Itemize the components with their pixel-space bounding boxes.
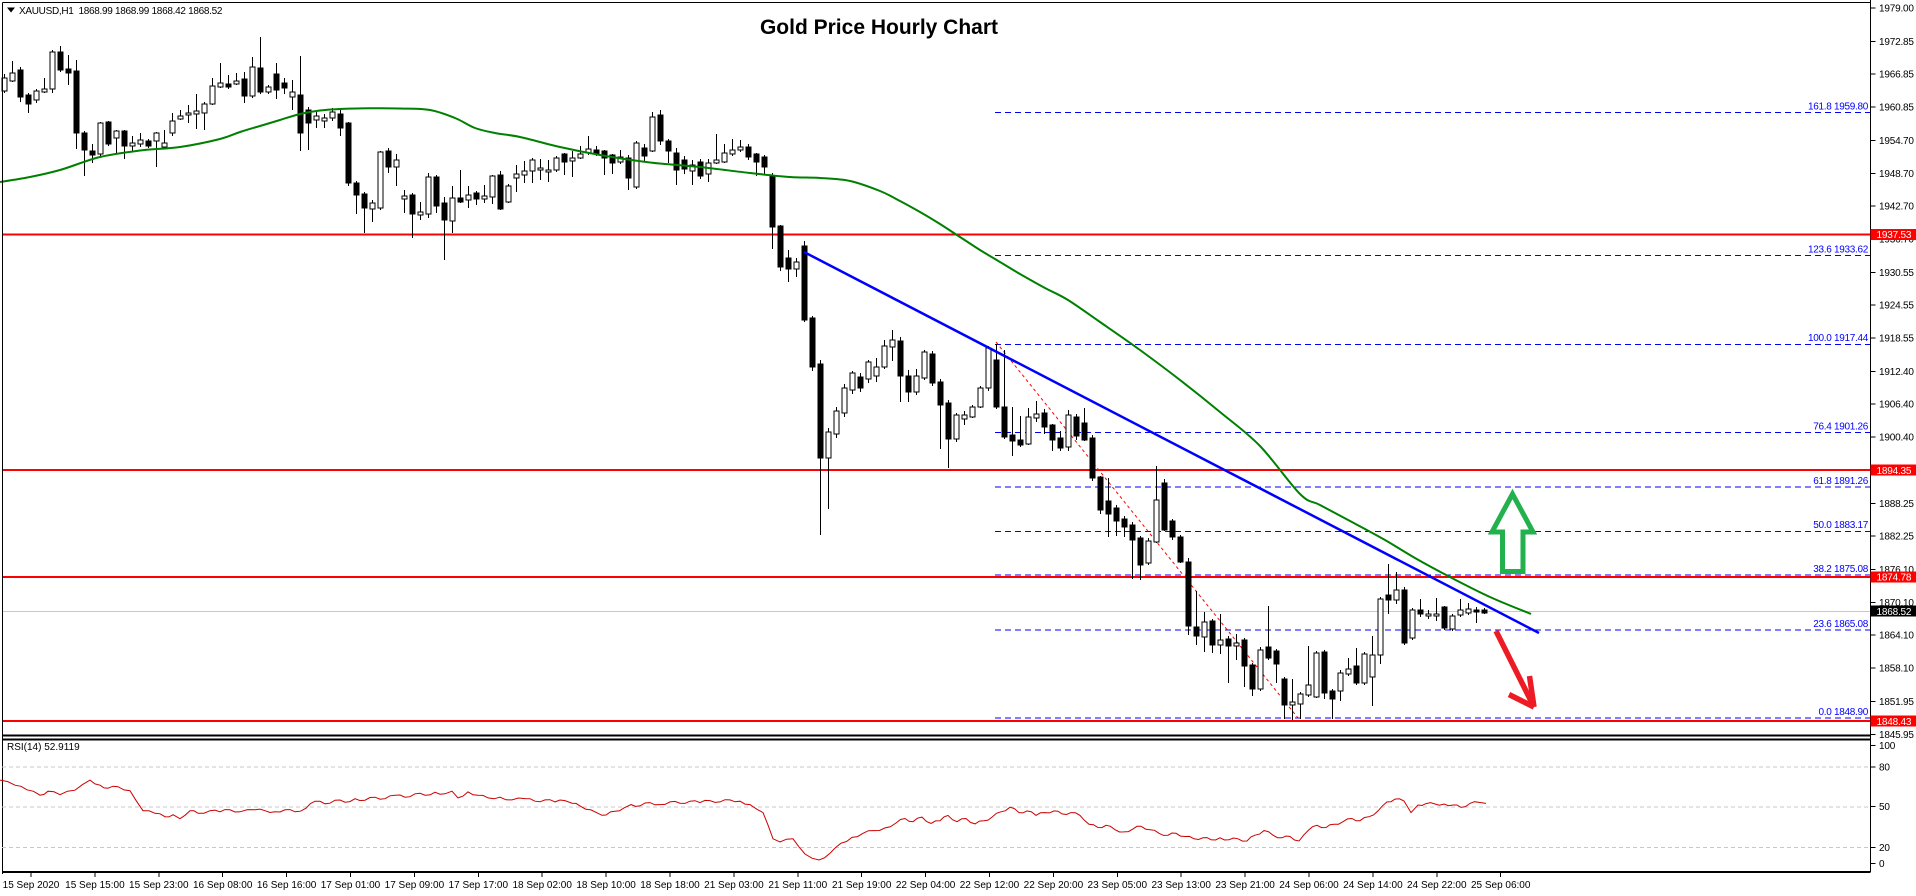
svg-text:18 Sep 10:00: 18 Sep 10:00	[576, 880, 636, 891]
svg-text:17 Sep 09:00: 17 Sep 09:00	[385, 880, 445, 891]
svg-text:23 Sep 13:00: 23 Sep 13:00	[1151, 880, 1211, 891]
svg-text:1870.10: 1870.10	[1879, 598, 1914, 609]
svg-text:1937.53: 1937.53	[1877, 230, 1912, 241]
svg-text:22 Sep 20:00: 22 Sep 20:00	[1024, 880, 1084, 891]
svg-text:15 Sep 23:00: 15 Sep 23:00	[129, 880, 189, 891]
svg-text:1900.40: 1900.40	[1879, 432, 1914, 443]
svg-text:0.0 1848.90: 0.0 1848.90	[1818, 707, 1868, 718]
svg-text:23 Sep 05:00: 23 Sep 05:00	[1088, 880, 1148, 891]
svg-text:XAUUSD,H1 1868.99 1868.99 186: XAUUSD,H1 1868.99 1868.99 1868.42 1868.5…	[19, 6, 223, 17]
svg-text:1954.70: 1954.70	[1879, 136, 1914, 147]
svg-text:1882.25: 1882.25	[1879, 532, 1914, 543]
svg-text:16 Sep 08:00: 16 Sep 08:00	[193, 880, 253, 891]
svg-text:21 Sep 11:00: 21 Sep 11:00	[768, 880, 827, 891]
svg-text:Gold Price Hourly Chart: Gold Price Hourly Chart	[760, 16, 998, 39]
svg-text:17 Sep 17:00: 17 Sep 17:00	[449, 880, 509, 891]
svg-text:24 Sep 06:00: 24 Sep 06:00	[1279, 880, 1339, 891]
svg-text:17 Sep 01:00: 17 Sep 01:00	[321, 880, 381, 891]
svg-text:100.0 1917.44: 100.0 1917.44	[1808, 333, 1869, 344]
svg-text:80: 80	[1879, 763, 1890, 774]
svg-text:1851.95: 1851.95	[1879, 697, 1914, 708]
svg-text:50: 50	[1879, 802, 1890, 813]
svg-text:1868.52: 1868.52	[1877, 607, 1912, 618]
svg-text:123.6 1933.62: 123.6 1933.62	[1808, 245, 1869, 256]
svg-text:61.8 1891.26: 61.8 1891.26	[1813, 476, 1869, 487]
svg-text:24 Sep 22:00: 24 Sep 22:00	[1407, 880, 1467, 891]
svg-text:1874.78: 1874.78	[1877, 573, 1912, 584]
svg-text:1966.85: 1966.85	[1879, 70, 1914, 81]
svg-text:15 Sep 2020: 15 Sep 2020	[3, 880, 60, 891]
svg-text:161.8 1959.80: 161.8 1959.80	[1808, 102, 1869, 113]
svg-text:1876.10: 1876.10	[1879, 565, 1914, 576]
svg-text:1960.85: 1960.85	[1879, 103, 1914, 114]
svg-text:50.0 1883.17: 50.0 1883.17	[1813, 520, 1869, 531]
svg-text:1906.40: 1906.40	[1879, 400, 1914, 411]
svg-text:1979.00: 1979.00	[1879, 3, 1914, 14]
svg-text:16 Sep 16:00: 16 Sep 16:00	[257, 880, 317, 891]
svg-text:15 Sep 15:00: 15 Sep 15:00	[65, 880, 125, 891]
svg-text:24 Sep 14:00: 24 Sep 14:00	[1343, 880, 1403, 891]
svg-text:23.6 1865.08: 23.6 1865.08	[1813, 619, 1869, 630]
svg-text:1912.40: 1912.40	[1879, 367, 1914, 378]
svg-text:1918.55: 1918.55	[1879, 333, 1914, 344]
svg-text:23 Sep 21:00: 23 Sep 21:00	[1215, 880, 1275, 891]
svg-text:RSI(14) 52.9119: RSI(14) 52.9119	[7, 742, 80, 753]
svg-text:22 Sep 12:00: 22 Sep 12:00	[960, 880, 1020, 891]
svg-text:20: 20	[1879, 843, 1890, 854]
svg-text:1894.35: 1894.35	[1877, 466, 1912, 477]
svg-text:1888.25: 1888.25	[1879, 499, 1914, 510]
svg-text:18 Sep 18:00: 18 Sep 18:00	[640, 880, 700, 891]
svg-text:38.2 1875.08: 38.2 1875.08	[1813, 564, 1869, 575]
svg-text:21 Sep 19:00: 21 Sep 19:00	[832, 880, 892, 891]
svg-text:18 Sep 02:00: 18 Sep 02:00	[512, 880, 572, 891]
svg-text:1972.85: 1972.85	[1879, 37, 1914, 48]
svg-text:1930.55: 1930.55	[1879, 268, 1914, 279]
svg-text:1942.70: 1942.70	[1879, 202, 1914, 213]
svg-text:0: 0	[1879, 859, 1885, 870]
svg-text:25 Sep 06:00: 25 Sep 06:00	[1471, 880, 1531, 891]
svg-text:22 Sep 04:00: 22 Sep 04:00	[896, 880, 956, 891]
svg-text:1845.95: 1845.95	[1879, 730, 1914, 741]
svg-text:1924.55: 1924.55	[1879, 301, 1914, 312]
svg-text:76.4 1901.26: 76.4 1901.26	[1813, 421, 1869, 432]
svg-text:100: 100	[1879, 741, 1896, 752]
svg-text:21 Sep 03:00: 21 Sep 03:00	[704, 880, 764, 891]
svg-text:1848.43: 1848.43	[1877, 717, 1912, 728]
svg-text:1948.70: 1948.70	[1879, 169, 1914, 180]
svg-text:1858.10: 1858.10	[1879, 663, 1914, 674]
svg-text:1864.10: 1864.10	[1879, 631, 1914, 642]
